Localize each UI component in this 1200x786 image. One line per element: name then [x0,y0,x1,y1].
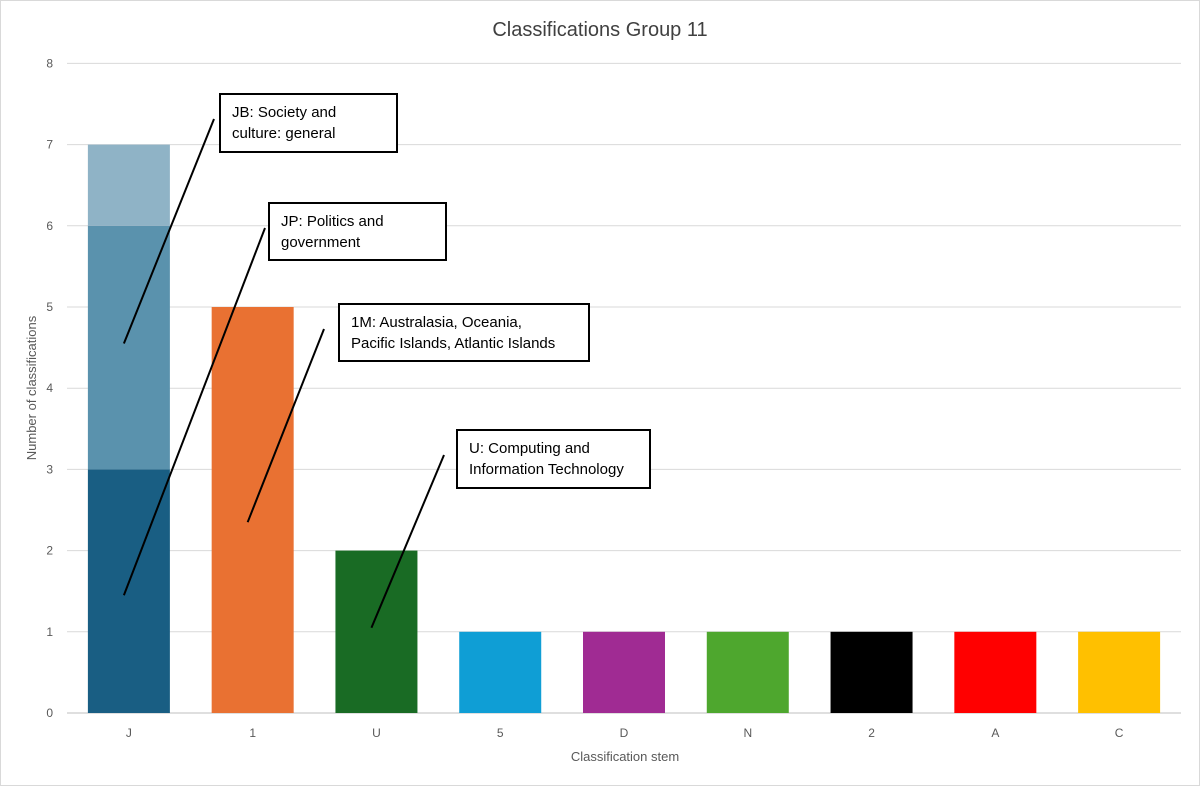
y-tick-labels: 0 1 2 3 4 5 6 7 8 [46,56,53,720]
callout-annotations: JB: Society and culture: general JP: Polit… [122,93,651,629]
y-axis-label: Number of classifications [24,315,39,460]
callout-leader-line [246,328,325,523]
callout-text-line: JP: Politics and [281,213,384,230]
x-tick-label: U [372,726,381,740]
bar-A [954,631,1037,713]
y-tick-label: 8 [46,56,53,70]
x-tick-label: 5 [497,726,504,740]
callout-3: U: Computing and Information Technology [370,429,651,629]
bar-U [335,550,418,713]
bar-segment-J-1 [87,225,170,470]
chart-title: Classifications Group 11 [492,19,707,41]
y-tick-label: 3 [46,462,53,476]
callout-text-line: government [281,234,361,251]
y-tick-label: 5 [46,300,53,314]
x-axis-label: Classification stem [571,749,679,764]
x-tick-label: A [991,726,999,740]
x-tick-label: C [1115,726,1124,740]
callout-text-line: 1M: Australasia, Oceania, [351,314,522,331]
y-tick-label: 4 [46,381,53,395]
x-tick-label: J [126,726,132,740]
x-tick-label: 2 [868,726,875,740]
bar-D [583,631,665,713]
bar-2 [830,631,913,713]
bar-N [706,631,789,713]
x-tick-labels: J 1 U 5 D N 2 A C [126,726,1124,740]
callout-leader-line [122,118,215,344]
callout-0: JB: Society and culture: general [122,93,398,344]
y-tick-label: 2 [46,544,53,558]
y-tick-label: 0 [46,706,53,720]
bar-5 [459,631,542,713]
callout-box [456,429,651,489]
callout-text-line: culture: general [232,125,335,142]
bars [87,144,1161,713]
callout-text-line: JB: Society and [232,104,336,121]
bar-segment-J-2 [87,144,170,226]
callout-box [268,202,447,261]
callout-leader-line [370,454,445,629]
callout-2: 1M: Australasia, Oceania, Pacific Islands… [246,303,590,523]
callout-leader-line [122,227,266,596]
bar-C [1078,631,1161,713]
x-tick-label: 1 [249,726,256,740]
x-tick-label: D [620,726,629,740]
x-tick-label: N [743,726,752,740]
callout-1: JP: Politics and government [122,202,447,596]
callout-text-line: Pacific Islands, Atlantic Islands [351,335,555,352]
callout-box [338,303,590,362]
y-tick-label: 6 [46,219,53,233]
callout-text-line: Information Technology [469,461,624,478]
callout-text-line: U: Computing and [469,440,590,457]
callout-box [219,93,398,153]
y-tick-label: 1 [46,625,53,639]
y-tick-label: 7 [46,138,53,152]
